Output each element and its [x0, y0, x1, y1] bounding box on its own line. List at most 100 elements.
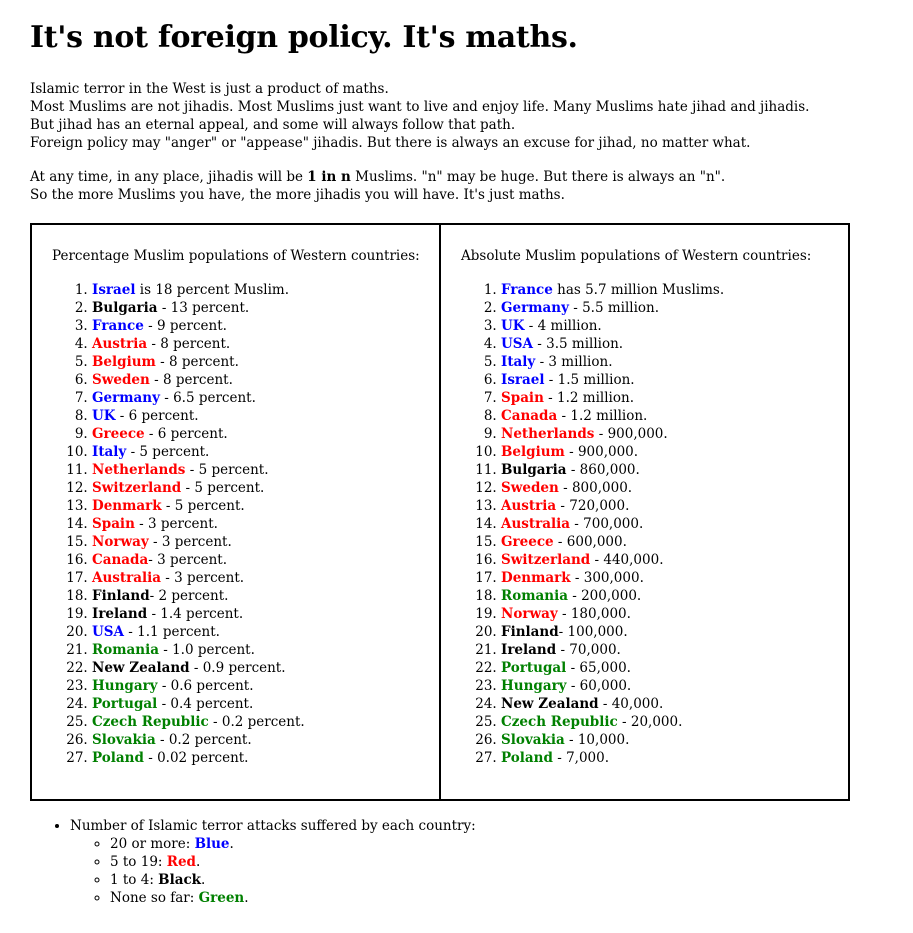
intro-line: So the more Muslims you have, the more j…: [30, 187, 565, 203]
country-value: - 6.5 percent.: [159, 390, 256, 406]
list-item: Spain - 3 percent.: [92, 515, 439, 533]
country-value: - 13 percent.: [157, 300, 250, 316]
intro-line: But jihad has an eternal appeal, and som…: [30, 117, 516, 133]
country-value: - 5 percent.: [185, 462, 269, 478]
country-name: Sweden: [501, 480, 559, 496]
country-name: Norway: [501, 606, 558, 622]
country-name: Bulgaria: [92, 300, 158, 316]
population-table: Percentage Muslim populations of Western…: [30, 223, 850, 801]
list-item: Belgium - 8 percent.: [92, 353, 439, 371]
country-name: New Zealand: [501, 696, 599, 712]
legend-range: 1 to 4:: [110, 872, 159, 888]
legend-color-label: Green: [198, 890, 245, 906]
country-name: Spain: [501, 390, 544, 406]
list-item: Italy - 3 million.: [501, 353, 848, 371]
country-name: Portugal: [501, 660, 567, 676]
intro-paragraph-2: At any time, in any place, jihadis will …: [30, 168, 890, 204]
country-name: Poland: [92, 750, 144, 766]
list-item: Israel - 1.5 million.: [501, 371, 848, 389]
country-name: Bulgaria: [501, 462, 567, 478]
country-value: - 5 percent.: [181, 480, 265, 496]
country-name: Greece: [501, 534, 554, 550]
country-value: - 65,000.: [566, 660, 631, 676]
country-name: Slovakia: [501, 732, 565, 748]
country-name: Czech Republic: [92, 714, 209, 730]
list-item: Greece - 6 percent.: [92, 425, 439, 443]
list-item: Canada- 3 percent.: [92, 551, 439, 569]
country-value: - 6 percent.: [115, 408, 199, 424]
country-value: - 5 percent.: [126, 444, 210, 460]
country-value: - 8 percent.: [149, 372, 233, 388]
list-item: New Zealand - 0.9 percent.: [92, 659, 439, 677]
absolute-column: Absolute Muslim populations of Western c…: [439, 223, 850, 801]
list-item: New Zealand - 40,000.: [501, 695, 848, 713]
country-value: - 0.4 percent.: [157, 696, 254, 712]
country-value: - 0.6 percent.: [157, 678, 254, 694]
list-item: Bulgaria - 13 percent.: [92, 299, 439, 317]
country-name: Romania: [501, 588, 568, 604]
legend-item: 20 or more: Blue.: [110, 835, 890, 853]
country-value: - 0.9 percent.: [189, 660, 286, 676]
country-value: - 900,000.: [594, 426, 668, 442]
intro-paragraph-1: Islamic terror in the West is just a pro…: [30, 80, 890, 152]
country-value: - 20,000.: [617, 714, 683, 730]
country-name: Germany: [501, 300, 569, 316]
legend-item: 5 to 19: Red.: [110, 853, 890, 871]
country-name: New Zealand: [92, 660, 190, 676]
list-item: UK - 4 million.: [501, 317, 848, 335]
list-item: Hungary - 0.6 percent.: [92, 677, 439, 695]
country-name: France: [501, 282, 553, 298]
country-name: Italy: [501, 354, 536, 370]
country-value: - 8 percent.: [155, 354, 239, 370]
country-name: Switzerland: [92, 480, 182, 496]
country-value: - 3 percent.: [148, 552, 228, 568]
country-value: - 3.5 million.: [533, 336, 624, 352]
list-item: Romania - 1.0 percent.: [92, 641, 439, 659]
list-item: USA - 3.5 million.: [501, 335, 848, 353]
country-value: - 180,000.: [557, 606, 631, 622]
country-name: UK: [92, 408, 116, 424]
intro-line: Most Muslims are not jihadis. Most Musli…: [30, 99, 810, 115]
country-value: is 18 percent Muslim.: [135, 282, 290, 298]
country-name: Norway: [92, 534, 149, 550]
list-item: Australia - 3 percent.: [92, 569, 439, 587]
country-value: - 5.5 million.: [568, 300, 660, 316]
country-name: Australia: [501, 516, 570, 532]
list-item: Portugal - 65,000.: [501, 659, 848, 677]
list-item: Italy - 5 percent.: [92, 443, 439, 461]
legend-item: None so far: Green.: [110, 889, 890, 907]
country-value: - 9 percent.: [143, 318, 227, 334]
legend-color-label: Red: [166, 854, 196, 870]
country-value: - 1.1 percent.: [124, 624, 220, 640]
country-name: Hungary: [92, 678, 158, 694]
list-item: Australia - 700,000.: [501, 515, 848, 533]
country-name: USA: [501, 336, 533, 352]
country-value: - 440,000.: [590, 552, 664, 568]
percentage-title: Percentage Muslim populations of Western…: [52, 248, 420, 264]
country-value: - 2 percent.: [149, 588, 229, 604]
legend-color-label: Black: [158, 872, 202, 888]
list-item: Norway - 3 percent.: [92, 533, 439, 551]
country-value: - 3 percent.: [161, 570, 245, 586]
list-item: France - 9 percent.: [92, 317, 439, 335]
list-item: Romania - 200,000.: [501, 587, 848, 605]
list-item: Ireland - 70,000.: [501, 641, 848, 659]
absolute-title: Absolute Muslim populations of Western c…: [461, 248, 812, 264]
legend-heading-text: Number of Islamic terror attacks suffere…: [70, 818, 476, 834]
intro-line: Foreign policy may "anger" or "appease" …: [30, 135, 751, 151]
legend-range: None so far:: [110, 890, 199, 906]
country-name: Spain: [92, 516, 135, 532]
country-name: Greece: [92, 426, 145, 442]
country-value: - 5 percent.: [161, 498, 245, 514]
country-name: Slovakia: [92, 732, 156, 748]
country-name: Poland: [501, 750, 553, 766]
intro-text: At any time, in any place, jihadis will …: [30, 169, 308, 185]
list-item: Germany - 6.5 percent.: [92, 389, 439, 407]
list-item: Czech Republic - 0.2 percent.: [92, 713, 439, 731]
country-value: - 8 percent.: [147, 336, 231, 352]
list-item: Canada - 1.2 million.: [501, 407, 848, 425]
country-value: - 0.02 percent.: [143, 750, 249, 766]
list-item: UK - 6 percent.: [92, 407, 439, 425]
country-value: - 3 million.: [535, 354, 613, 370]
country-name: Canada: [92, 552, 149, 568]
